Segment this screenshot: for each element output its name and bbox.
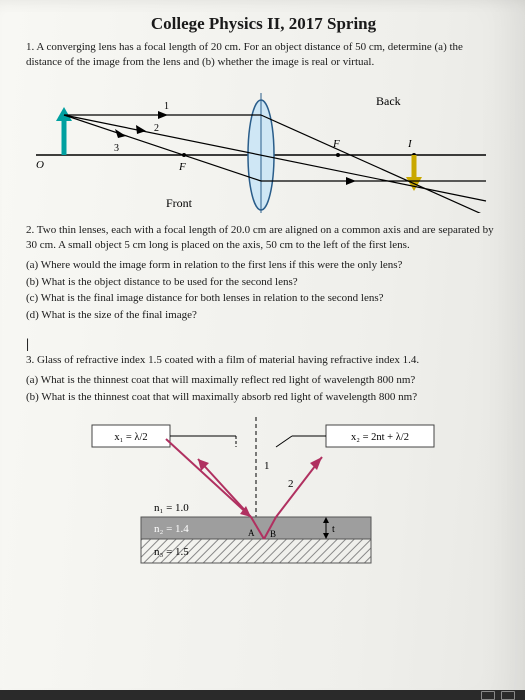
q2-d: (d) What is the size of the final image? (26, 308, 501, 324)
svg-text:2: 2 (288, 478, 294, 490)
svg-text:n₃ = 1.5: n₃ = 1.5 (154, 546, 189, 558)
page-title: College Physics II, 2017 Spring (26, 14, 501, 34)
svg-text:1: 1 (264, 460, 270, 472)
svg-text:O: O (36, 159, 44, 171)
svg-text:n₂ = 1.4: n₂ = 1.4 (154, 523, 189, 535)
q3-a: (a) What is the thinnest coat that will … (26, 373, 501, 389)
svg-text:Back: Back (376, 94, 401, 108)
svg-text:I: I (407, 138, 413, 150)
q1-diagram: O F F I Back Front 1 (26, 75, 501, 213)
q2-c: (c) What is the final image distance for… (26, 291, 501, 307)
svg-text:t: t (332, 524, 335, 535)
q3-b: (b) What is the thinnest coat that will … (26, 390, 501, 406)
page-content: College Physics II, 2017 Spring 1. A con… (0, 0, 525, 577)
q2-prompt: 2. Two thin lenses, each with a focal le… (26, 223, 501, 254)
taskbar-icon[interactable] (481, 691, 495, 700)
svg-text:B: B (270, 529, 276, 539)
svg-text:x₁ = λ/2: x₁ = λ/2 (114, 432, 147, 443)
taskbar-icon[interactable] (501, 691, 515, 700)
q2-a: (a) Where would the image form in relati… (26, 258, 501, 274)
svg-text:1: 1 (164, 101, 169, 112)
text-cursor: | (26, 337, 501, 353)
svg-text:n₁ = 1.0: n₁ = 1.0 (154, 502, 189, 514)
svg-text:A: A (248, 528, 255, 538)
screenshot-root: College Physics II, 2017 Spring 1. A con… (0, 0, 525, 700)
q1-prompt: 1. A converging lens has a focal length … (26, 40, 501, 71)
svg-text:x₂ = 2nt + λ/2: x₂ = 2nt + λ/2 (351, 432, 409, 443)
taskbar[interactable] (0, 690, 525, 700)
svg-text:F: F (178, 161, 186, 173)
svg-text:Front: Front (166, 196, 193, 210)
svg-text:3: 3 (114, 143, 119, 154)
q3-diagram: x₁ = λ/2 x₂ = 2nt + λ/2 (26, 417, 501, 567)
q3-prompt: 3. Glass of refractive index 1.5 coated … (26, 353, 501, 368)
svg-text:2: 2 (154, 123, 159, 134)
q2-b: (b) What is the object distance to be us… (26, 275, 501, 291)
